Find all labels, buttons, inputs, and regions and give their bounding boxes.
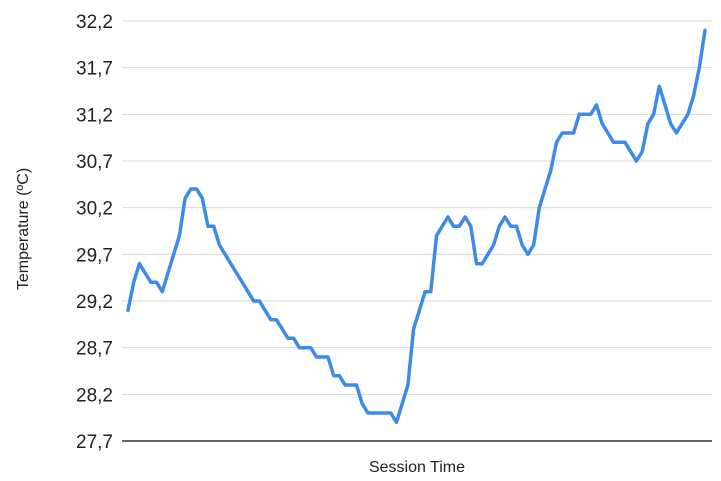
x-axis-label: Session Time [369, 459, 465, 476]
y-tick-label: 30,2 [76, 199, 113, 220]
y-tick-label: 29,7 [76, 245, 113, 266]
y-tick-label: 32,2 [76, 12, 113, 33]
gridlines [122, 20, 712, 442]
y-tick-label: 28,2 [76, 385, 113, 406]
y-tick-label: 31,7 [76, 59, 113, 80]
y-tick-label: 30,7 [76, 152, 113, 173]
y-tick-label: 28,7 [76, 339, 113, 360]
y-tick-label: 27,7 [76, 432, 113, 453]
y-tick-label: 29,2 [76, 292, 113, 313]
y-tick-labels: 27,7 28,2 28,7 29,2 29,7 30,2 30,7 31,2 31,7 32,2 [76, 12, 113, 453]
y-tick-label: 31,2 [76, 105, 113, 126]
temperature-series-line [126, 28, 707, 425]
y-axis-label: Temperature (ºC) [15, 168, 32, 290]
